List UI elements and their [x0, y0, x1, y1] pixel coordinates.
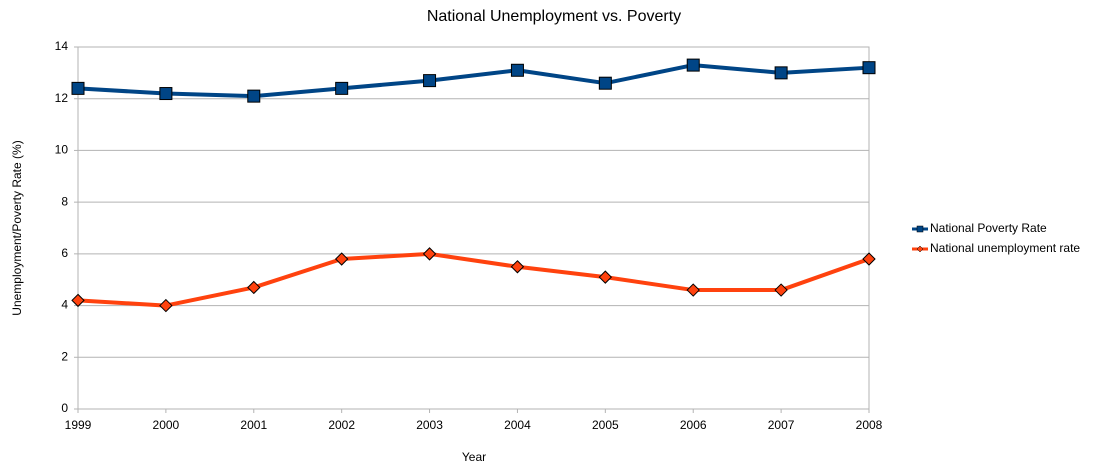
x-tick-label: 1999 — [65, 418, 92, 432]
y-tick-label: 6 — [61, 246, 68, 260]
marker — [247, 280, 261, 295]
y-tick-label: 4 — [61, 298, 68, 312]
y-axis-title: Unemployment/Poverty Rate (%) — [10, 140, 24, 315]
marker — [71, 293, 85, 308]
x-tick-label: 2003 — [416, 418, 443, 432]
legend-marker — [916, 245, 924, 253]
x-tick-label: 2005 — [592, 418, 619, 432]
marker — [423, 74, 437, 88]
y-tick-label: 2 — [61, 349, 68, 363]
y-tick-label: 8 — [61, 194, 68, 208]
marker — [510, 63, 524, 77]
plot-frame — [77, 46, 870, 410]
y-tick-label: 10 — [55, 143, 69, 157]
marker — [774, 283, 788, 297]
x-tick-label: 2000 — [153, 418, 180, 432]
marker — [686, 58, 700, 72]
marker — [598, 76, 612, 90]
marker — [334, 252, 349, 266]
x-tick-label: 2008 — [856, 418, 883, 432]
x-tick-label: 2007 — [768, 418, 795, 432]
legend-label: National unemployment rate — [930, 241, 1080, 255]
legend-marker — [916, 225, 924, 233]
marker — [422, 247, 437, 261]
marker — [159, 298, 173, 313]
marker — [862, 252, 876, 266]
x-axis-title: Year — [462, 450, 486, 464]
series-line — [77, 251, 870, 308]
marker — [71, 81, 85, 95]
y-tick-label: 0 — [61, 401, 68, 415]
x-tick-label: 2006 — [680, 418, 707, 432]
marker — [862, 61, 876, 75]
marker — [510, 260, 525, 274]
legend-label: National Poverty Rate — [930, 221, 1047, 235]
marker — [774, 66, 788, 80]
x-tick-label: 2001 — [240, 418, 267, 432]
y-tick-label: 14 — [55, 39, 69, 53]
chart-title: National Unemployment vs. Poverty — [427, 8, 681, 25]
marker — [247, 89, 261, 103]
x-tick-label: 2004 — [504, 418, 531, 432]
marker — [598, 270, 613, 284]
x-tick-label: 2002 — [328, 418, 355, 432]
marker — [686, 283, 700, 297]
series-line — [77, 63, 870, 99]
y-tick-label: 12 — [55, 91, 69, 105]
marker — [159, 87, 173, 101]
marker — [335, 81, 349, 95]
